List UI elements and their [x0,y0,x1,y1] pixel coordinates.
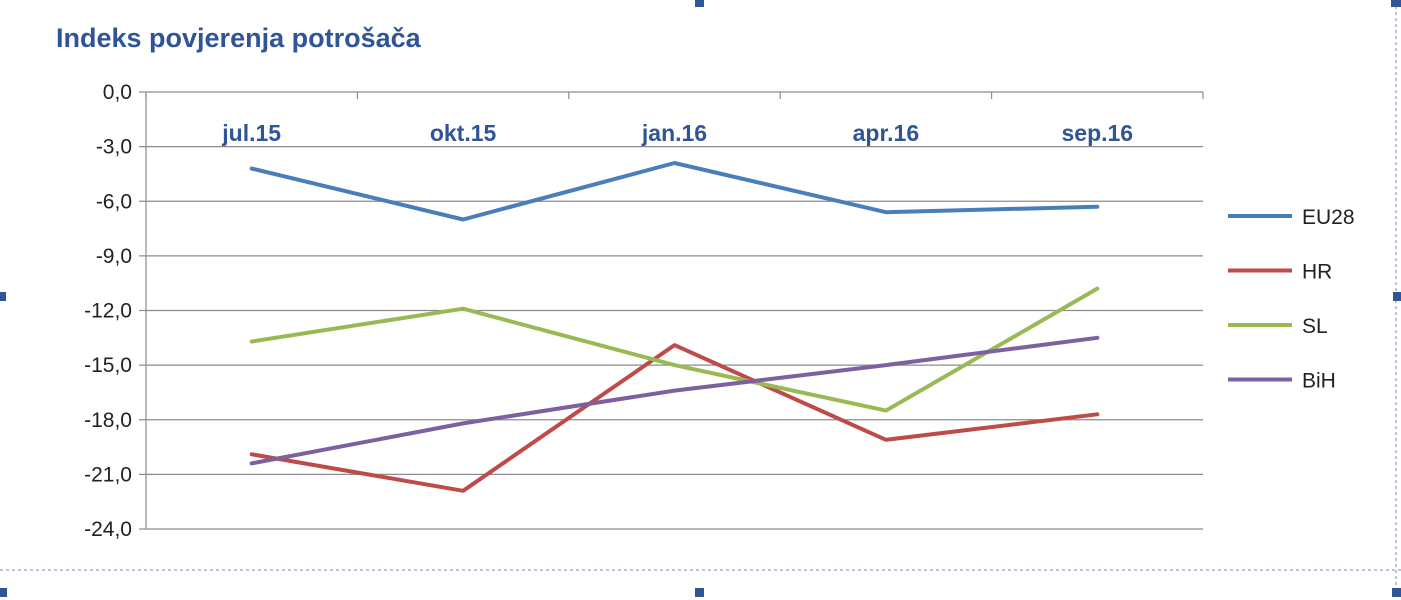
category-label: okt.15 [430,120,497,146]
y-tick-label: -15,0 [84,354,132,377]
series-lines [249,161,1100,493]
legend: EU28 HR SL BiH [1228,206,1355,393]
series-line-bih [249,335,1100,466]
resize-handle-top-right[interactable] [1391,0,1401,7]
resize-handle-bottom[interactable] [695,588,704,597]
legend-label: SL [1302,315,1328,338]
category-labels: jul.15 okt.15 jan.16 apr.16 sep.16 [221,120,1133,146]
y-tick-label: -6,0 [96,190,132,213]
y-tick-label: -18,0 [84,409,132,432]
chart-title: Indeks povjerenja potrošača [56,23,422,53]
legend-label: BiH [1302,370,1336,393]
category-label: jul.15 [221,120,281,146]
y-tick-label: 0,0 [103,81,132,104]
y-tick-label: -3,0 [96,136,132,159]
category-label: apr.16 [853,120,920,146]
resize-handle-bottom-left[interactable] [0,588,7,597]
series-line-eu28 [249,161,1100,222]
y-tick-label: -9,0 [96,245,132,268]
resize-handle-left[interactable] [0,292,6,301]
y-tick-label: -12,0 [84,300,132,323]
y-axis-ticks: 0,0 -3,0 -6,0 -9,0 -12,0 -15,0 -18,0 -21,0 -24,0 [84,81,132,541]
legend-label: EU28 [1302,206,1355,229]
category-label: jan.16 [641,120,707,146]
category-label: sep.16 [1061,120,1133,146]
y-tick-label: -21,0 [84,463,132,486]
resize-handle-right[interactable] [1393,292,1401,301]
y-tick-label: -24,0 [84,518,132,541]
legend-label: HR [1302,261,1332,284]
resize-handle-top[interactable] [695,0,704,7]
resize-handle-bottom-right[interactable] [1392,588,1401,597]
